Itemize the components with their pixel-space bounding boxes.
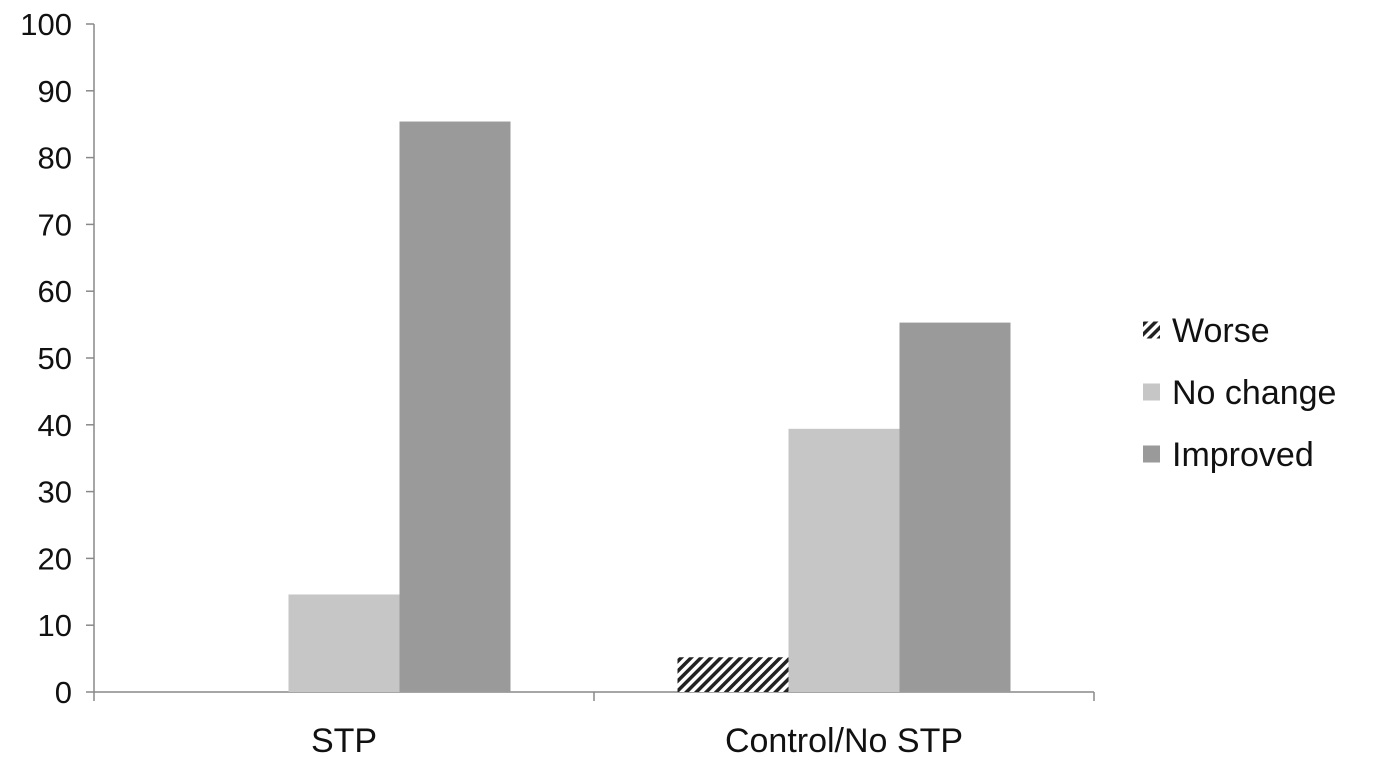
bar-control-no-stp-improved [899,322,1011,692]
y-tick-label: 20 [38,541,72,576]
y-tick-label: 50 [38,341,72,376]
bar-stp-no-change [288,594,400,692]
bar-control-no-stp-no-change [788,428,900,692]
y-tick-label: 0 [55,675,72,710]
x-tick-label: Control/No STP [725,722,963,760]
y-tick-label: 100 [20,7,72,42]
legend-swatch-improved [1143,445,1160,463]
legend-label-no-change: No change [1172,374,1336,412]
y-tick-label: 30 [38,475,72,510]
y-tick-label: 70 [38,207,72,242]
y-tick-label: 60 [38,274,72,309]
legend: Worse No change Improved [1143,312,1336,474]
legend-swatch-worse [1143,321,1160,339]
axes: 0 10 20 30 40 50 60 70 80 90 100 STP Control/No STP [20,7,1095,760]
y-tick-label: 90 [38,74,72,109]
y-tick-label: 40 [38,408,72,443]
legend-label-worse: Worse [1172,312,1270,350]
y-tick-label: 10 [38,608,72,643]
legend-swatch-no-change [1143,383,1160,401]
bar-stp-improved [399,121,511,692]
legend-label-improved: Improved [1172,436,1314,474]
bar-control-no-stp-worse [677,657,789,692]
y-tick-label: 80 [38,141,72,176]
x-tick-label: STP [311,722,377,760]
bars [288,121,1011,692]
